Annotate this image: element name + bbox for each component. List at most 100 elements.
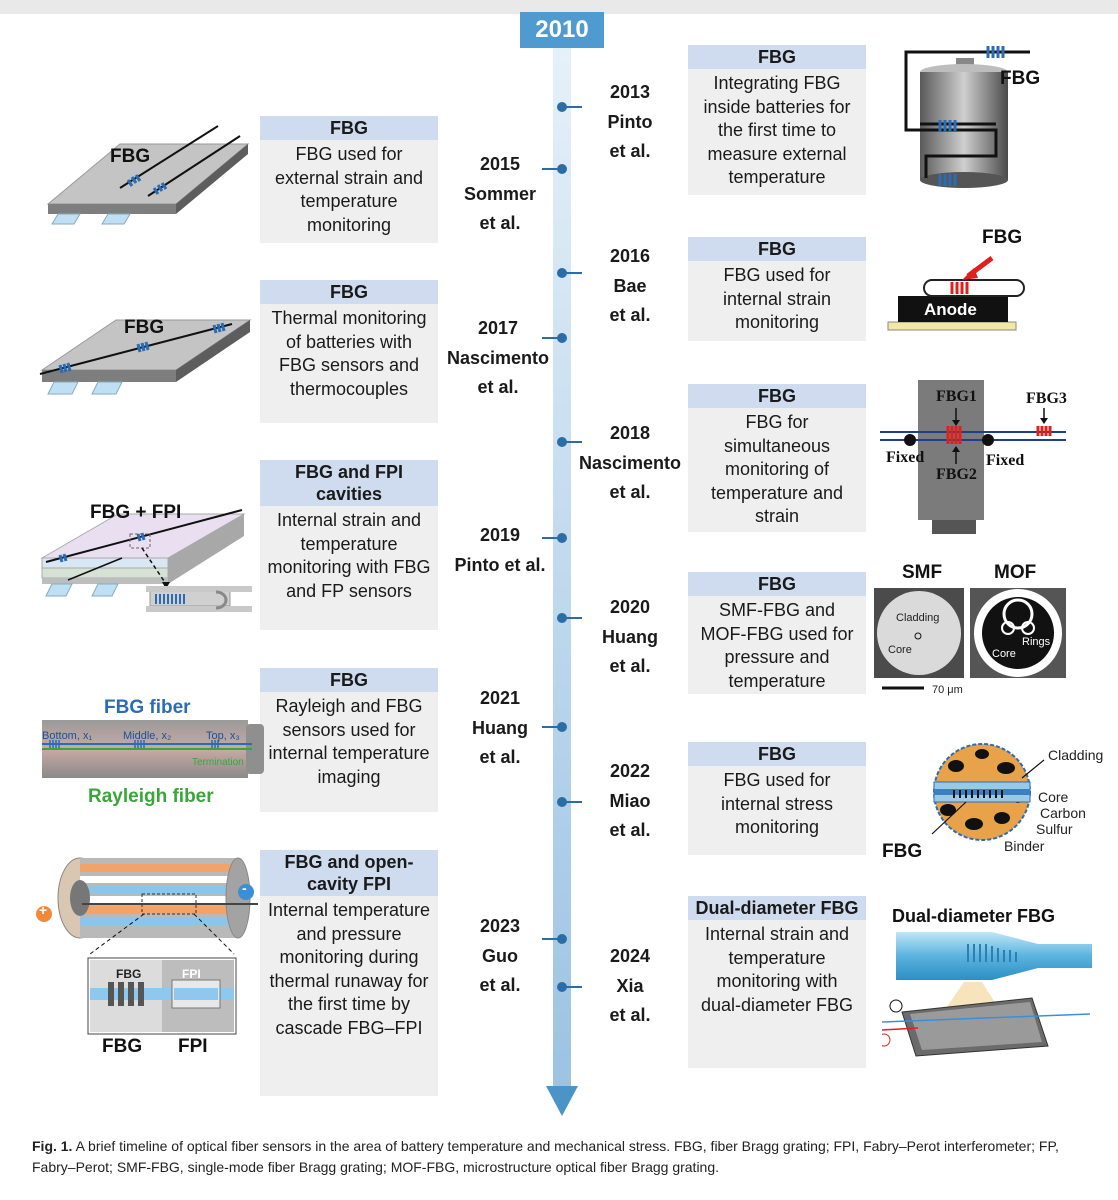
card-head: FBG (688, 384, 866, 408)
label-r4-smf: SMF (902, 562, 943, 583)
label-l5-minus: - (242, 880, 247, 896)
illustration-2017 (39, 319, 252, 395)
timeline-arrowhead (546, 1086, 578, 1116)
card-body: FBG used for external strain and tempera… (274, 144, 424, 235)
illustration-2018 (880, 380, 1066, 534)
label-l4-bottom: Bottom, x₁ (42, 730, 93, 742)
illustration-2023 (36, 857, 258, 1035)
label-r3-fixed-right: Fixed (986, 452, 1025, 469)
tl-label-2016: 2016 Bae et al. (609, 246, 651, 325)
label-l5-plus: + (39, 902, 48, 918)
label-r6-title: Dual-diameter FBG (892, 906, 1056, 926)
card-head: Dual-diameter FBG (688, 896, 866, 920)
card-head: FBG (260, 116, 438, 140)
start-year-badge: 2010 (520, 12, 604, 48)
label-r5-binder: Binder (1004, 838, 1045, 854)
top-strip (0, 0, 1118, 14)
card-2024: Dual-diameter FBG Internal strain and te… (688, 896, 866, 1068)
label-l4-termination: Termination (192, 757, 244, 768)
label-r5-core: Core (1038, 789, 1069, 805)
tl-label-2013: 2013 Pinto et al. (607, 82, 653, 161)
label-l4-rayleigh: Rayleigh fiber (88, 786, 214, 807)
card-2023: FBG and open-cavity FPI Internal tempera… (260, 850, 438, 1096)
illustration-2020 (874, 588, 1066, 690)
tl-label-2022: 2022 Miao et al. (609, 761, 651, 840)
timeline-svg (542, 48, 582, 1116)
card-head: FBG (688, 237, 866, 261)
card-body: SMF-FBG and MOF-FBG used for pressure an… (700, 600, 854, 691)
card-2020: FBG SMF-FBG and MOF-FBG used for pressur… (688, 572, 866, 694)
figure-caption: Fig. 1. A brief timeline of optical fibe… (32, 1136, 1092, 1178)
tl-label-2018: 2018 Nascimento et al. (578, 423, 682, 502)
card-body: Thermal monitoring of batteries with FBG… (271, 308, 427, 399)
label-l4-top: Top, x₃ (206, 730, 240, 742)
tl-label-2020: 2020 Huang et al. (602, 597, 658, 676)
card-head: FBG (260, 668, 438, 692)
label-r2-fbg: FBG (982, 227, 1023, 248)
timeline-ticks (542, 102, 582, 992)
card-2018: FBG FBG for simultaneous monitoring of t… (688, 384, 866, 532)
card-2015: FBG FBG used for external strain and tem… (260, 116, 438, 243)
label-l3-fbg-fpi: FBG + FPI (90, 502, 182, 523)
caption-text: A brief timeline of optical fiber sensor… (32, 1138, 1059, 1175)
timeline-shaft (553, 48, 571, 1088)
tl-label-2019: 2019 Pinto et al. (454, 525, 546, 575)
card-body: FBG used for internal stress monitoring (720, 770, 834, 837)
label-r2-anode: Anode (924, 300, 977, 319)
card-head: FBG (688, 45, 866, 69)
card-2022: FBG FBG used for internal stress monitor… (688, 742, 866, 855)
label-l4-fbg-fiber: FBG fiber (104, 697, 191, 718)
card-body: FBG for simultaneous monitoring of tempe… (710, 412, 844, 526)
card-head: FBG (688, 572, 866, 596)
card-2016: FBG FBG used for internal strain monitor… (688, 237, 866, 341)
tl-label-2015: 2015 Sommer et al. (463, 154, 537, 233)
illustration-2016 (887, 256, 1025, 331)
caption-label: Fig. 1. (32, 1138, 73, 1154)
card-head: FBG (688, 742, 866, 766)
card-body: Internal temperature and pressure monito… (267, 900, 431, 1038)
label-l2-fbg: FBG (124, 317, 165, 338)
illustration-2022 (931, 743, 1045, 841)
label-r3-fbg1: FBG1 (936, 388, 977, 405)
card-head: FBG (260, 280, 438, 304)
tl-label-2024: 2024 Xia et al. (609, 946, 651, 1025)
label-l5-fpi-small: FPI (182, 967, 201, 981)
tl-label-2021: 2021 Huang et al. (472, 688, 528, 767)
card-body: Integrating FBG inside batteries for the… (703, 73, 851, 187)
card-body: FBG used for internal strain monitoring (722, 265, 832, 332)
label-r5-cladding: Cladding (1048, 747, 1104, 763)
label-r4-cladding: Cladding (896, 612, 940, 624)
card-2013: FBG Integrating FBG inside batteries for… (688, 45, 866, 195)
card-body: Internal strain and temperature monitori… (267, 510, 431, 601)
label-l5-fbg: FBG (102, 1036, 143, 1057)
label-r1-fbg: FBG (1000, 68, 1041, 89)
card-head: FBG and FPI cavities (260, 460, 438, 506)
illustration-2015 (46, 125, 250, 225)
label-r5-fbg: FBG (882, 841, 923, 862)
illustration-2024 (882, 932, 1092, 1057)
tl-label-2023: 2023 Guo et al. (479, 916, 521, 995)
card-body: Rayleigh and FBG sensors used for intern… (268, 696, 430, 787)
tl-label-2017: 2017 Nascimento et al. (446, 318, 550, 397)
illustration-2019 (40, 509, 252, 612)
label-r5-carbon: Carbon (1040, 805, 1086, 821)
card-head: FBG and open-cavity FPI (260, 850, 438, 896)
label-r4-core: Core (888, 644, 912, 656)
illustration-2021 (42, 720, 264, 778)
label-l5-fpi: FPI (178, 1036, 208, 1057)
illustration-2013 (904, 46, 1030, 188)
label-r3-fixed-left: Fixed (886, 449, 925, 466)
label-r3-fbg3: FBG3 (1026, 390, 1067, 407)
label-r4-core2: Core (992, 648, 1016, 660)
label-r5-sulfur: Sulfur (1036, 821, 1073, 837)
label-l1-fbg: FBG (110, 146, 151, 167)
card-2021: FBG Rayleigh and FBG sensors used for in… (260, 668, 438, 812)
card-2019: FBG and FPI cavities Internal strain and… (260, 460, 438, 630)
label-r3-fbg2: FBG2 (936, 466, 977, 483)
card-body: Internal strain and temperature monitori… (700, 924, 854, 1015)
label-r4-scale: 70 μm (932, 684, 963, 696)
card-2017: FBG Thermal monitoring of batteries with… (260, 280, 438, 423)
label-l4-middle: Middle, x₂ (123, 730, 172, 742)
label-r4-mof: MOF (994, 562, 1037, 583)
label-l5-fbg-small: FBG (116, 967, 142, 981)
